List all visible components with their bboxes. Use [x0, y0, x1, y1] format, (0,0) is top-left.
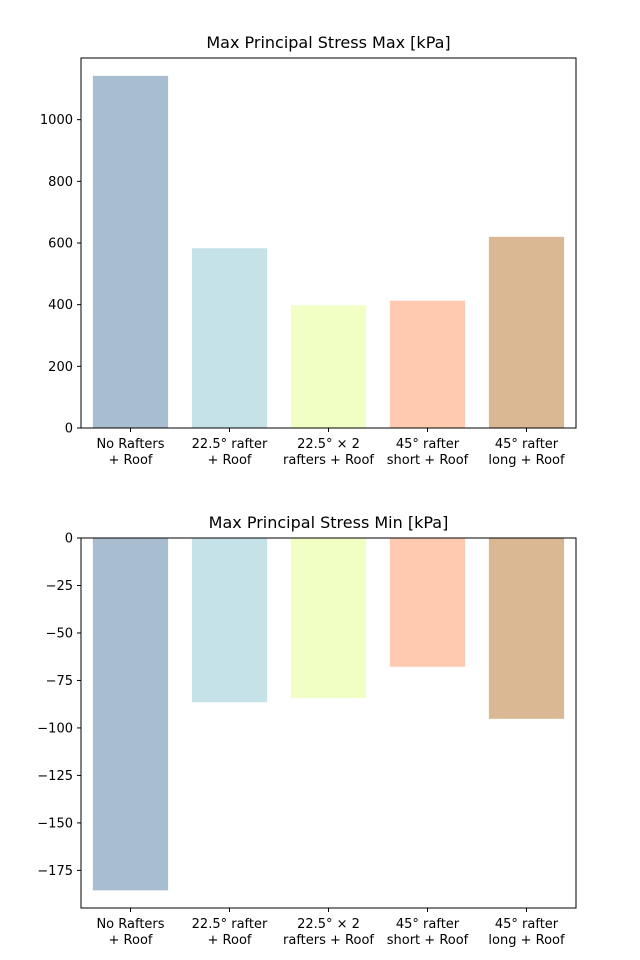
x-tick-label-line: + Roof	[109, 933, 153, 948]
y-tick-label: −100	[37, 721, 73, 736]
bar-2	[191, 538, 268, 703]
y-tick-label: −25	[46, 579, 73, 594]
x-tick-label-line: + Roof	[208, 453, 252, 468]
x-tick-label-line: 22.5° × 2	[297, 917, 360, 932]
chart-panel-2: Max Principal Stress Min [kPa] 0 −25 −50 −75…	[37, 513, 577, 948]
y-tick-label: −150	[37, 816, 73, 831]
bar-5	[488, 538, 565, 719]
x-tick-label-line: rafters + Roof	[283, 933, 374, 948]
chart-panel-1: Max Principal Stress Max [kPa] 0 200 400 600…	[40, 33, 577, 468]
y-tick-label: 0	[65, 422, 73, 437]
x-tick-label-line: short + Roof	[387, 453, 469, 468]
y-tick-label: 0	[65, 532, 73, 547]
x-tick-label: 45° rafter long + Roof	[488, 437, 565, 468]
y-tick-label: −125	[37, 769, 73, 784]
x-tick-label-line: + Roof	[208, 933, 252, 948]
bar-1	[92, 75, 169, 428]
x-tick-label: 22.5° rafter + Roof	[192, 437, 268, 468]
y-tick-label: −50	[46, 626, 73, 641]
x-tick-label-line: long + Roof	[488, 933, 565, 948]
bar-5	[488, 236, 565, 428]
x-tick-label: 45° rafter long + Roof	[488, 917, 565, 948]
x-tick-label: 22.5° × 2 rafters + Roof	[283, 437, 374, 468]
x-tick-label-line: 22.5° × 2	[297, 437, 360, 452]
bar-2	[191, 248, 268, 428]
x-tick-label-line: 45° rafter	[396, 437, 460, 452]
chart-title: Max Principal Stress Min [kPa]	[209, 513, 449, 532]
y-tick-label: −175	[37, 864, 73, 879]
x-tick-label-line: 45° rafter	[396, 917, 460, 932]
x-tick-label-line: 22.5° rafter	[192, 917, 268, 932]
bar-4	[389, 538, 466, 667]
x-tick-label: 22.5° rafter + Roof	[192, 917, 268, 948]
bar-3	[290, 305, 367, 428]
y-tick-label: 200	[48, 360, 73, 375]
x-tick-label-line: long + Roof	[488, 453, 565, 468]
y-tick-label: 600	[48, 237, 73, 252]
bar-4	[389, 300, 466, 428]
bar-3	[290, 538, 367, 698]
y-tick-label: 800	[48, 175, 73, 190]
x-tick-label-line: 45° rafter	[495, 917, 559, 932]
x-tick-label-line: No Rafters	[96, 917, 164, 932]
chart-title: Max Principal Stress Max [kPa]	[206, 33, 450, 52]
x-tick-label-line: 45° rafter	[495, 437, 559, 452]
x-tick-label-line: rafters + Roof	[283, 453, 374, 468]
x-tick-label-line: + Roof	[109, 453, 153, 468]
x-tick-label-line: short + Roof	[387, 933, 469, 948]
bar-1	[92, 538, 169, 891]
x-tick-label-line: No Rafters	[96, 437, 164, 452]
x-tick-label: 45° rafter short + Roof	[387, 917, 469, 948]
x-tick-label: 22.5° × 2 rafters + Roof	[283, 917, 374, 948]
x-tick-label: No Rafters + Roof	[96, 437, 164, 468]
y-tick-label: 1000	[40, 113, 73, 128]
x-tick-label: No Rafters + Roof	[96, 917, 164, 948]
y-tick-label: −75	[46, 674, 73, 689]
y-tick-label: 400	[48, 298, 73, 313]
x-tick-label: 45° rafter short + Roof	[387, 437, 469, 468]
x-tick-label-line: 22.5° rafter	[192, 437, 268, 452]
